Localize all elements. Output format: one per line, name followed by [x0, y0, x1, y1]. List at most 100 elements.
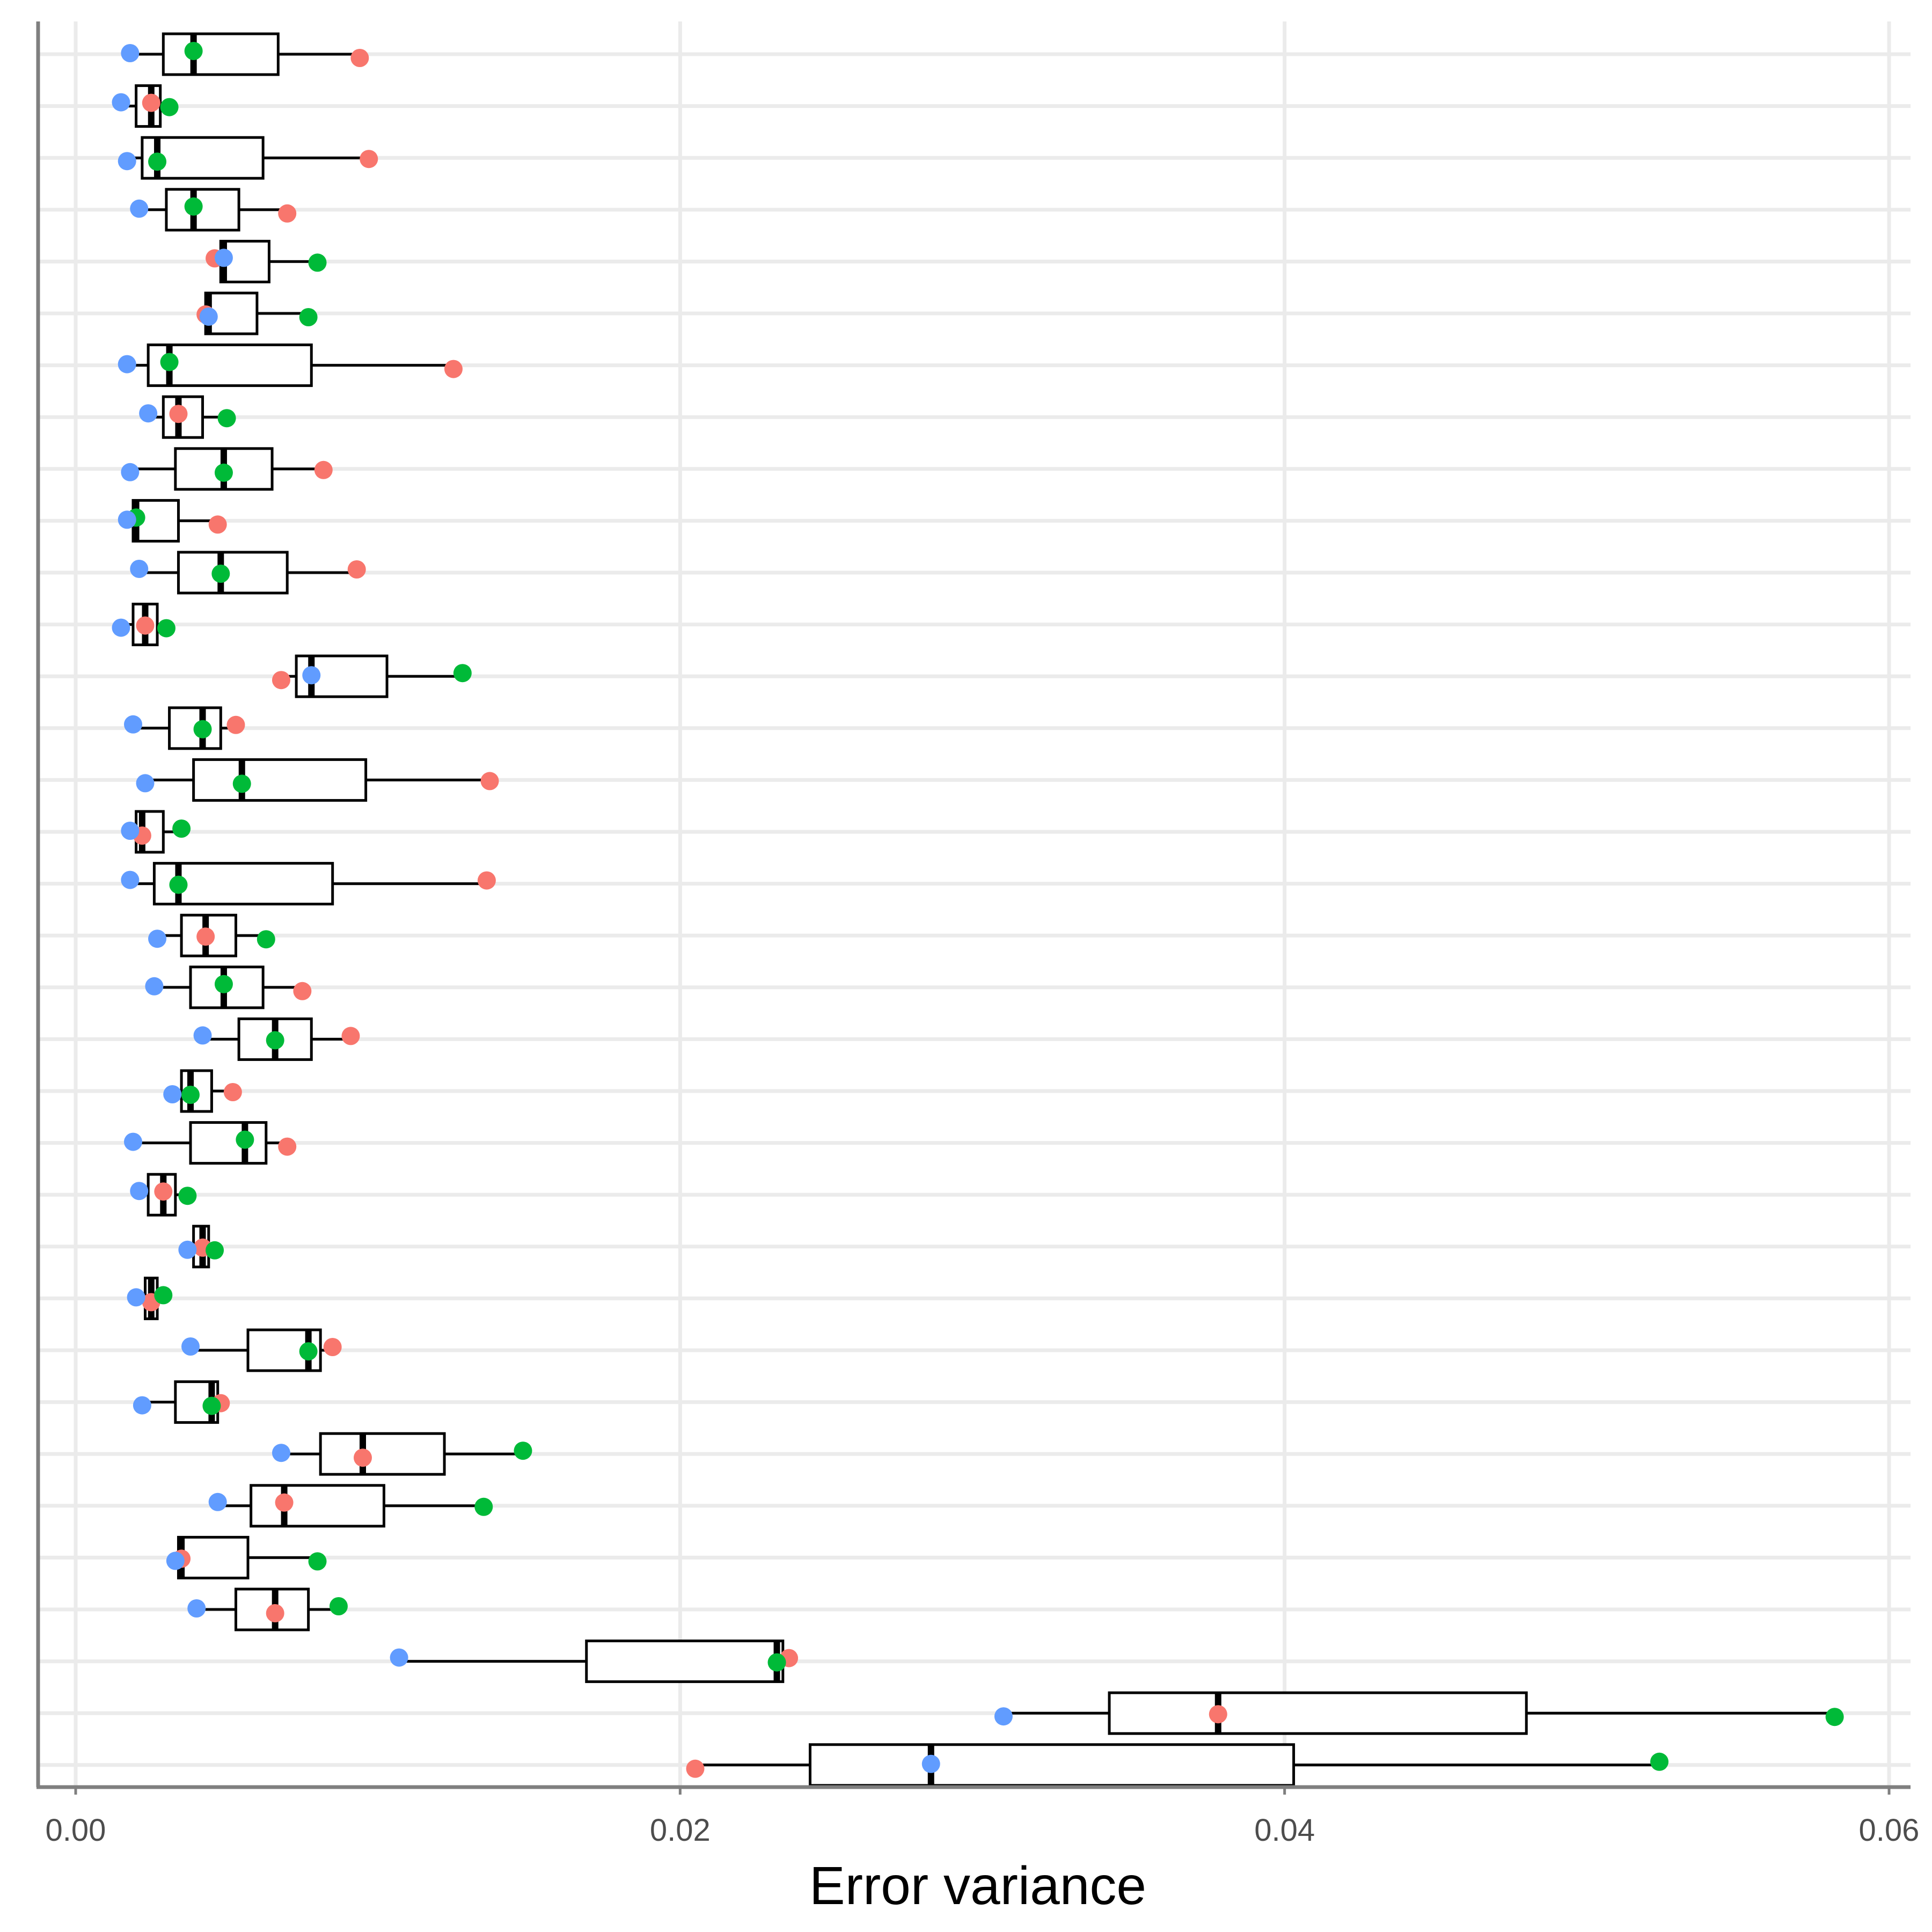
data-point [390, 1648, 408, 1667]
data-point [474, 1497, 493, 1516]
iqr-box [177, 551, 289, 595]
data-point [136, 774, 155, 793]
data-point [118, 152, 136, 171]
iqr-box [165, 188, 240, 232]
data-point [275, 1493, 294, 1512]
data-point [181, 1086, 200, 1104]
data-point [266, 1031, 284, 1050]
data-point [1825, 1708, 1844, 1726]
data-point [118, 510, 136, 529]
data-point [112, 93, 130, 112]
data-point [308, 253, 327, 272]
x-tick-label: 0.02 [650, 1813, 711, 1848]
data-point [214, 248, 233, 267]
data-point [133, 1396, 151, 1415]
data-point [184, 42, 203, 60]
data-point [124, 1132, 143, 1151]
data-point [223, 1083, 242, 1101]
boxplot-row [133, 1121, 288, 1165]
data-point [921, 1754, 940, 1773]
x-tick-label: 0.00 [46, 1813, 106, 1848]
data-point [130, 560, 149, 578]
iqr-box [250, 1484, 385, 1528]
data-point [196, 927, 215, 946]
data-point [163, 1085, 182, 1103]
data-point [154, 1182, 173, 1201]
data-point [214, 975, 233, 993]
iqr-box [319, 1432, 446, 1476]
boxplot-row [1003, 1691, 1835, 1735]
data-point [199, 308, 218, 326]
boxplot-row [139, 551, 357, 595]
data-point [184, 197, 203, 216]
data-point [208, 515, 227, 534]
data-point [121, 822, 140, 840]
iqr-box [152, 862, 334, 906]
boxplot-row [145, 758, 490, 802]
data-point [278, 1137, 297, 1156]
data-point [232, 774, 251, 793]
data-point [154, 1286, 173, 1305]
data-point [121, 463, 140, 481]
iqr-box [192, 758, 368, 802]
data-point [193, 720, 212, 738]
data-point [214, 463, 233, 482]
data-point [178, 1187, 197, 1205]
data-point [118, 355, 136, 374]
data-point [206, 1241, 224, 1260]
iqr-box [808, 1743, 1296, 1787]
x-axis-title: Error variance [809, 1856, 1146, 1916]
data-point [193, 1026, 212, 1045]
data-point [272, 1444, 290, 1462]
data-point [139, 404, 158, 423]
data-point [767, 1653, 786, 1672]
iqr-box [1108, 1691, 1528, 1735]
data-point [1650, 1752, 1668, 1771]
data-point [236, 1130, 254, 1149]
data-point [257, 930, 275, 949]
data-point [329, 1597, 348, 1615]
data-point [178, 1240, 197, 1259]
data-point [121, 44, 140, 62]
boxplot-row [204, 291, 309, 335]
iqr-box [162, 32, 280, 76]
data-point [453, 664, 472, 683]
data-point [226, 715, 245, 734]
boxplot-row [695, 1743, 1659, 1787]
data-point [148, 930, 167, 948]
data-point [350, 49, 369, 67]
data-point [1209, 1705, 1227, 1724]
data-point [187, 1599, 206, 1618]
data-point [211, 565, 230, 583]
data-point [202, 1396, 221, 1415]
boxplot-row [281, 1432, 523, 1476]
data-point [314, 460, 333, 479]
data-point [302, 666, 321, 685]
data-point [172, 819, 191, 838]
boxplot-row [133, 32, 360, 76]
boxplot-row [142, 188, 288, 232]
iqr-box [189, 1121, 268, 1165]
data-point [354, 1448, 372, 1467]
data-point [217, 409, 236, 428]
boxplot-row [399, 1640, 789, 1684]
data-point [347, 560, 366, 579]
data-point [299, 1342, 318, 1360]
data-point [360, 150, 378, 169]
data-point [136, 616, 155, 635]
data-point [341, 1027, 360, 1045]
data-point [130, 199, 149, 218]
data-point [686, 1759, 705, 1778]
data-point [121, 870, 140, 889]
data-point [299, 308, 318, 326]
data-point [514, 1441, 532, 1460]
data-point [112, 618, 130, 637]
data-point [160, 98, 179, 116]
x-tick-label: 0.06 [1859, 1813, 1920, 1848]
data-point [130, 1182, 149, 1201]
data-point [293, 982, 312, 1000]
boxplot-row [175, 1535, 318, 1579]
data-point [323, 1338, 342, 1356]
boxplot-row [133, 706, 236, 750]
